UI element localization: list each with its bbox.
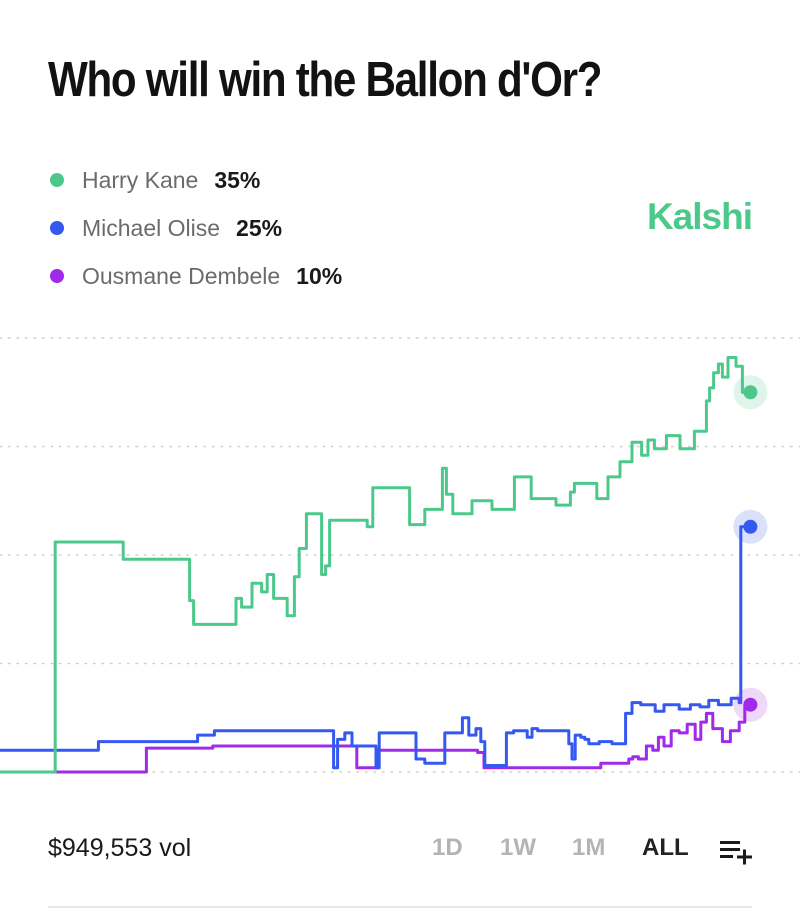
bottom-divider [48,906,752,908]
list-add-icon[interactable] [718,836,754,866]
series-line-michael-olise [0,525,751,770]
volume-text: $949,553 vol [48,834,192,862]
series-line-ousmane-dembele [0,703,751,774]
chart-footer: $949,553 vol 1D 1W 1M ALL [0,826,800,876]
legend-value-michael-olise: 25% [236,214,283,241]
range-button-1w[interactable]: 1W [500,834,536,861]
brand-logo: Kalshi [646,196,753,237]
series-line-harry-kane [0,356,751,774]
legend-dot-harry-kane [50,173,64,187]
chart-end-markers [733,375,768,722]
legend-dot-ousmane-dembele [50,269,64,283]
legend-value-ousmane-dembele: 10% [296,262,343,289]
legend-item-harry-kane: Harry Kane 35% [50,156,342,204]
legend-name-michael-olise: Michael Olise [82,214,221,241]
legend-item-ousmane-dembele: Ousmane Dembele 10% [50,252,342,300]
chart-series [0,356,751,774]
legend-name-ousmane-dembele: Ousmane Dembele [82,262,281,289]
legend-item-michael-olise: Michael Olise 25% [50,204,342,252]
range-button-1m[interactable]: 1M [572,834,606,861]
chart-gridlines [0,337,800,773]
end-marker-michael-olise [743,519,758,534]
legend-value-harry-kane: 35% [214,166,261,193]
legend-name-harry-kane: Harry Kane [82,166,199,193]
end-marker-harry-kane [743,385,758,400]
end-marker-ousmane-dembele [743,697,758,712]
range-button-1d[interactable]: 1D [432,834,463,861]
chart-legend: Harry Kane 35% Michael Olise 25% Ousmane… [50,156,342,300]
legend-dot-michael-olise [50,221,64,235]
range-button-all[interactable]: ALL [642,834,689,861]
line-chart [0,337,800,774]
page-title: Who will win the Ballon d'Or? [48,53,602,107]
